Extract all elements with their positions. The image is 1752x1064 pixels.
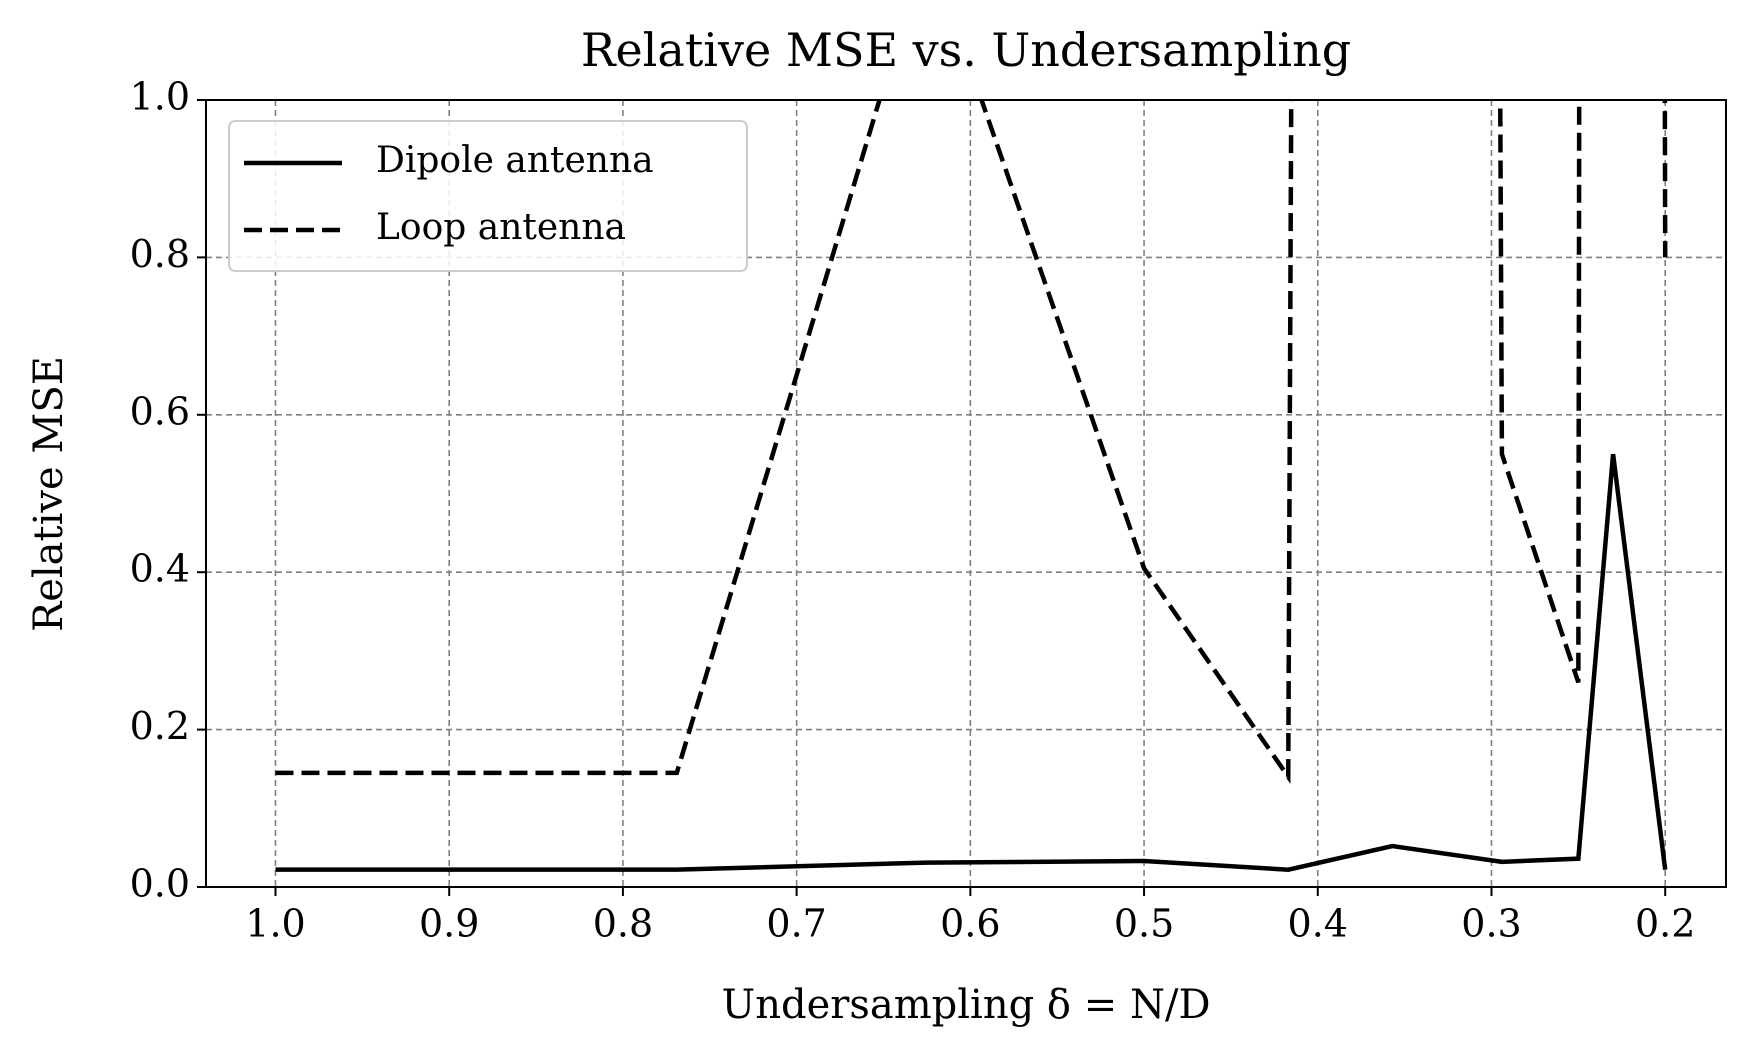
series-line: [275, 100, 1668, 784]
y-tick-label: 1.0: [130, 75, 190, 119]
y-tick-label: 0.6: [130, 389, 190, 433]
x-tick-label: 0.4: [1288, 902, 1348, 946]
axes-frame: [205, 99, 1727, 888]
x-tick-label: 0.5: [1114, 902, 1174, 946]
ticks: 1.0 0.9 0.8 0.7 0.6 0.5 0.4 0.3 0.2 0.0 0.2 0.4 0.6 0…: [130, 75, 1696, 946]
y-tick-label: 0.4: [130, 547, 190, 591]
y-tick-label: 0.8: [130, 232, 190, 276]
chart-title: Relative MSE vs. Undersampling: [581, 23, 1351, 77]
x-tick-label: 0.9: [419, 902, 479, 946]
x-axis-label: Undersampling δ = N/D: [721, 982, 1210, 1028]
y-tick-label: 0.0: [130, 862, 190, 906]
legend-label: Dipole antenna: [376, 140, 654, 181]
x-tick-label: 0.8: [593, 902, 653, 946]
x-tick-label: 0.3: [1461, 902, 1521, 946]
y-axis-label: Relative MSE: [26, 356, 72, 632]
y-tick-label: 0.2: [130, 704, 190, 748]
plot-area: [275, 100, 1668, 872]
x-tick-label: 0.7: [766, 902, 826, 946]
x-tick-label: 0.2: [1635, 902, 1695, 946]
legend-box: [228, 120, 748, 272]
series-line: [275, 453, 1668, 872]
x-tick-label: 0.6: [940, 902, 1000, 946]
legend: Dipole antenna Loop antenna: [228, 120, 748, 272]
x-tick-label: 1.0: [245, 902, 305, 946]
legend-label: Loop antenna: [376, 207, 626, 248]
